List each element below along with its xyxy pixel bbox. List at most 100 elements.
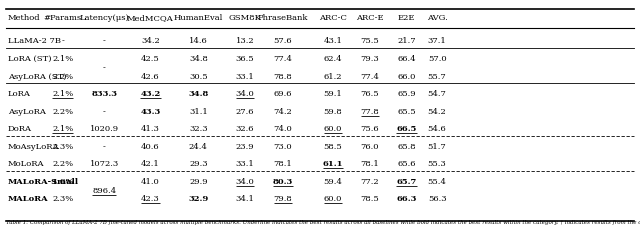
Text: 57.6: 57.6: [273, 37, 292, 45]
Text: 58.5: 58.5: [323, 142, 342, 150]
Text: 13.2: 13.2: [236, 37, 255, 45]
Text: 2.2%: 2.2%: [52, 160, 74, 168]
Text: 56.3: 56.3: [428, 195, 447, 203]
Text: 54.6: 54.6: [428, 125, 447, 133]
Text: 59.4: 59.4: [323, 177, 342, 185]
Text: 31.1: 31.1: [189, 107, 208, 115]
Text: 23.9: 23.9: [236, 142, 255, 150]
Text: E2E: E2E: [397, 14, 415, 22]
Text: 75.5: 75.5: [360, 37, 380, 45]
Text: 896.4: 896.4: [92, 186, 116, 194]
Text: 66.0: 66.0: [397, 72, 415, 80]
Text: 73.0: 73.0: [273, 142, 292, 150]
Text: 2.1%: 2.1%: [52, 55, 74, 63]
Text: LoRA (ST): LoRA (ST): [8, 55, 51, 63]
Text: 34.8: 34.8: [188, 90, 209, 98]
Text: 43.1: 43.1: [323, 37, 342, 45]
Text: 77.4: 77.4: [360, 72, 380, 80]
Text: 62.4: 62.4: [323, 55, 342, 63]
Text: DoRA: DoRA: [8, 125, 32, 133]
Text: 42.3: 42.3: [141, 195, 160, 203]
Text: 60.0: 60.0: [324, 125, 342, 133]
Text: 65.6: 65.6: [397, 160, 415, 168]
Text: 2.2%: 2.2%: [52, 107, 74, 115]
Text: -: -: [103, 142, 106, 150]
Text: 78.5: 78.5: [360, 195, 380, 203]
Text: 833.3: 833.3: [92, 90, 117, 98]
Text: 40.6: 40.6: [141, 142, 160, 150]
Text: 1020.9: 1020.9: [90, 125, 119, 133]
Text: Table 1: Comparison of LLaMA-2 7B fine-tuned models across multiple benchmarks. : Table 1: Comparison of LLaMA-2 7B fine-t…: [6, 219, 640, 224]
Text: 65.7: 65.7: [396, 177, 417, 185]
Text: AsyLoRA (ST): AsyLoRA (ST): [8, 72, 66, 80]
Text: 66.5: 66.5: [396, 125, 417, 133]
Text: MALoRA-Small: MALoRA-Small: [8, 177, 79, 185]
Text: 24.4: 24.4: [189, 142, 208, 150]
Text: 27.6: 27.6: [236, 107, 254, 115]
Text: MoLoRA: MoLoRA: [8, 160, 44, 168]
Text: 14.6: 14.6: [189, 37, 208, 45]
Text: 59.1: 59.1: [323, 90, 342, 98]
Text: -: -: [103, 37, 106, 45]
Text: 54.2: 54.2: [428, 107, 447, 115]
Text: 75.6: 75.6: [360, 125, 380, 133]
Text: 33.1: 33.1: [236, 160, 255, 168]
Text: 41.3: 41.3: [141, 125, 160, 133]
Text: 42.6: 42.6: [141, 72, 160, 80]
Text: 2.3%: 2.3%: [52, 195, 74, 203]
Text: 29.9: 29.9: [189, 177, 208, 185]
Text: 32.3: 32.3: [189, 125, 208, 133]
Text: 36.5: 36.5: [236, 55, 255, 63]
Text: MALoRA: MALoRA: [8, 195, 48, 203]
Text: 57.0: 57.0: [428, 55, 447, 63]
Text: ARC-C: ARC-C: [319, 14, 347, 22]
Text: 33.1: 33.1: [236, 72, 255, 80]
Text: ARC-E: ARC-E: [356, 14, 384, 22]
Text: 41.0: 41.0: [141, 177, 160, 185]
Text: 34.2: 34.2: [141, 37, 160, 45]
Text: 34.1: 34.1: [236, 195, 255, 203]
Text: -: -: [61, 37, 64, 45]
Text: 79.8: 79.8: [273, 195, 292, 203]
Text: 66.3: 66.3: [396, 195, 417, 203]
Text: 55.7: 55.7: [428, 72, 447, 80]
Text: 65.8: 65.8: [397, 142, 416, 150]
Text: -: -: [103, 64, 106, 72]
Text: 29.3: 29.3: [189, 160, 208, 168]
Text: 78.8: 78.8: [273, 72, 292, 80]
Text: 76.0: 76.0: [361, 142, 379, 150]
Text: 42.1: 42.1: [141, 160, 160, 168]
Text: 54.7: 54.7: [428, 90, 447, 98]
Text: AVG.: AVG.: [427, 14, 447, 22]
Text: PhraseBank: PhraseBank: [258, 14, 308, 22]
Text: 66.4: 66.4: [397, 55, 416, 63]
Text: 74.2: 74.2: [273, 107, 292, 115]
Text: 2.2%: 2.2%: [52, 72, 74, 80]
Text: 34.0: 34.0: [236, 90, 255, 98]
Text: 77.2: 77.2: [360, 177, 380, 185]
Text: 43.3: 43.3: [140, 107, 161, 115]
Text: 2.1%: 2.1%: [52, 125, 74, 133]
Text: 55.3: 55.3: [428, 160, 447, 168]
Text: LLaMA-2 7B: LLaMA-2 7B: [8, 37, 61, 45]
Text: AsyLoRA: AsyLoRA: [8, 107, 45, 115]
Text: 77.8: 77.8: [360, 107, 380, 115]
Text: 1.6%: 1.6%: [51, 177, 74, 185]
Text: 60.0: 60.0: [324, 195, 342, 203]
Text: 78.1: 78.1: [273, 160, 292, 168]
Text: 76.5: 76.5: [360, 90, 380, 98]
Text: 61.2: 61.2: [324, 72, 342, 80]
Text: MedMCQA: MedMCQA: [127, 14, 174, 22]
Text: 2.3%: 2.3%: [52, 142, 74, 150]
Text: 79.3: 79.3: [360, 55, 380, 63]
Text: 55.4: 55.4: [428, 177, 447, 185]
Text: 21.7: 21.7: [397, 37, 416, 45]
Text: 30.5: 30.5: [189, 72, 208, 80]
Text: 65.9: 65.9: [397, 90, 416, 98]
Text: 69.6: 69.6: [274, 90, 292, 98]
Text: 61.1: 61.1: [323, 160, 343, 168]
Text: 43.2: 43.2: [140, 90, 161, 98]
Text: Method: Method: [8, 14, 40, 22]
Text: 32.9: 32.9: [188, 195, 209, 203]
Text: 34.0: 34.0: [236, 177, 255, 185]
